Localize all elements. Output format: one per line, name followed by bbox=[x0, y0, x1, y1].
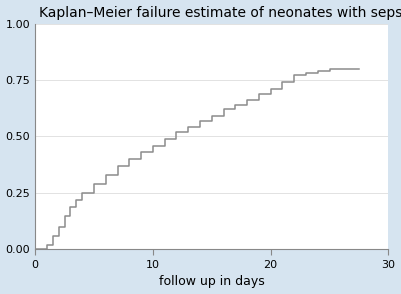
Text: Kaplan–Meier failure estimate of neonates with sepsis: Kaplan–Meier failure estimate of neonate… bbox=[39, 6, 401, 20]
X-axis label: follow up in days: follow up in days bbox=[159, 275, 265, 288]
